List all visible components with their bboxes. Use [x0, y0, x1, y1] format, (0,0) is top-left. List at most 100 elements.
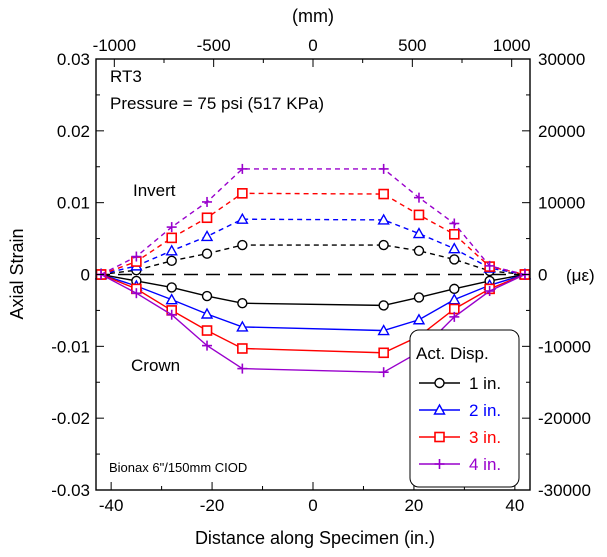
data-point: [200, 229, 214, 242]
y-axis-title: Axial Strain: [7, 228, 27, 319]
invert-label: Invert: [133, 181, 176, 200]
data-point: [237, 298, 248, 309]
data-point: [484, 260, 495, 271]
data-point: [448, 242, 461, 254]
data-point: [236, 320, 249, 332]
invert-line: [100, 192, 526, 276]
data-point: [449, 218, 460, 229]
series-2: [94, 212, 532, 336]
series-1: [95, 239, 531, 311]
crown-line: [100, 273, 526, 307]
y-tick-label: 0.01: [57, 194, 90, 213]
legend-title: Act. Disp.: [416, 344, 489, 363]
data-point: [236, 212, 249, 224]
data-point: [378, 239, 389, 251]
top-tick-label: -1000: [93, 36, 136, 55]
legend-label: 2 in.: [469, 401, 501, 420]
data-point: [201, 325, 213, 336]
data-point: [378, 347, 389, 359]
legend-label: 1 in.: [469, 374, 501, 393]
x-tick-label: 20: [404, 496, 423, 515]
data-point: [377, 213, 390, 225]
legend-entry: 3 in.: [419, 428, 501, 447]
right-tick-label: -30000: [538, 481, 591, 500]
right-tick-label: 10000: [538, 194, 585, 213]
legend-entry: 2 in.: [419, 401, 501, 420]
data-point: [449, 311, 460, 322]
data-point: [200, 307, 214, 319]
y-tick-label: -0.01: [51, 337, 90, 356]
data-point: [201, 290, 213, 302]
data-point: [413, 245, 425, 256]
data-point: [237, 343, 248, 354]
top-tick-label: 500: [398, 36, 426, 55]
right-tick-label: 0: [538, 266, 547, 285]
crown-line: [100, 273, 526, 373]
x-tick-label: -20: [200, 496, 225, 515]
y-tick-label: 0.03: [57, 50, 90, 69]
y-tick-label: -0.02: [51, 409, 90, 428]
legend-label: 4 in.: [469, 455, 501, 474]
data-point: [166, 255, 177, 267]
data-point: [412, 313, 426, 325]
right-axis-unit: (με): [566, 266, 595, 285]
x-tick-label: -40: [99, 496, 124, 515]
right-tick-label: -10000: [538, 337, 591, 356]
data-point: [433, 403, 446, 415]
top-tick-label: 1000: [493, 36, 531, 55]
data-point: [413, 209, 425, 221]
data-point: [237, 363, 248, 374]
invert-line: [100, 218, 526, 276]
data-point: [237, 188, 248, 199]
data-point: [131, 251, 142, 262]
data-point: [412, 227, 426, 239]
data-point: [378, 163, 389, 174]
top-tick-label: 0: [308, 36, 317, 55]
data-point: [131, 288, 142, 299]
data-point: [434, 431, 445, 443]
data-point: [448, 293, 461, 305]
pipe-label: Bionax 6"/150mm CIOD: [109, 460, 247, 475]
data-point: [166, 232, 177, 244]
data-point: [434, 459, 445, 469]
legend-entry: 1 in.: [419, 374, 501, 393]
data-point: [165, 293, 178, 305]
data-point: [449, 283, 460, 295]
y-tick-label: 0.02: [57, 122, 90, 141]
data-point: [449, 228, 460, 240]
data-point: [166, 309, 177, 320]
top-axis-title: (mm): [292, 6, 334, 26]
data-point: [378, 367, 389, 378]
data-point: [237, 239, 248, 251]
data-point: [413, 292, 425, 303]
invert-line: [100, 244, 526, 276]
specimen-label: RT3: [110, 67, 142, 86]
invert-line: [100, 168, 526, 276]
data-point: [413, 192, 424, 203]
data-point: [202, 340, 213, 351]
pressure-label: Pressure = 75 psi (517 KPa): [110, 94, 324, 113]
right-tick-label: -20000: [538, 409, 591, 428]
x-tick-label: 40: [505, 496, 524, 515]
data-point: [378, 188, 389, 200]
x-tick-label: 0: [308, 496, 317, 515]
legend-box: [409, 329, 520, 488]
data-point: [166, 282, 177, 293]
data-point: [378, 300, 389, 311]
data-point: [202, 196, 213, 207]
data-point: [201, 248, 213, 259]
x-axis-title: Distance along Specimen (in.): [195, 528, 435, 548]
legend-entry: 4 in.: [419, 455, 501, 474]
data-point: [484, 286, 495, 297]
crown-line: [100, 273, 526, 354]
data-point: [201, 212, 213, 224]
data-point: [449, 254, 460, 265]
right-tick-label: 30000: [538, 50, 585, 69]
data-point: [165, 244, 178, 256]
crown-label: Crown: [131, 356, 180, 375]
data-point: [377, 324, 390, 336]
crown-line: [100, 273, 526, 332]
y-tick-label: -0.03: [51, 481, 90, 500]
